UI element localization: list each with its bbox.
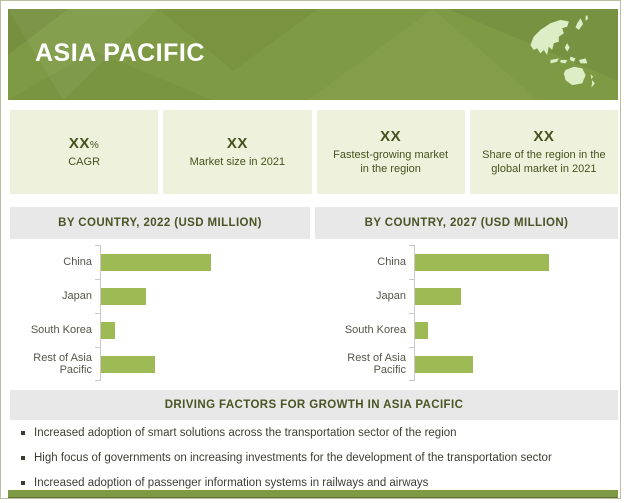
chart-title: BY COUNTRY, 2022 (USD MILLION)	[58, 217, 262, 229]
category-label: Japan	[376, 289, 406, 302]
stats-row: XX% CAGR XX Market size in 2021 XX Faste…	[10, 110, 618, 194]
category-label: South Korea	[344, 323, 406, 336]
stat-value: XX	[533, 127, 555, 145]
bullet-text: Increased adoption of smart solutions ac…	[34, 427, 457, 439]
y-axis-line	[414, 245, 415, 381]
bar-south-korea	[414, 321, 429, 339]
stat-box-fastest-growing: XX Fastest-growing market in the region	[316, 110, 465, 194]
stat-box-global-share: XX Share of the region in the global mar…	[469, 110, 618, 194]
bar-track	[100, 347, 310, 381]
chart-row: Japan	[10, 279, 310, 313]
bar-track	[100, 245, 310, 279]
chart-2027-plot: China Japan South Korea Rest of Asia Pac…	[315, 245, 618, 381]
bar-track	[414, 245, 618, 279]
y-axis-line	[100, 245, 101, 381]
driving-factors-list: Increased adoption of smart solutions ac…	[10, 427, 618, 503]
stat-box-cagr: XX% CAGR	[10, 110, 159, 194]
axis-tick	[95, 347, 100, 348]
chart-title: BY COUNTRY, 2027 (USD MILLION)	[364, 217, 569, 229]
chart-2022-header: BY COUNTRY, 2022 (USD MILLION)	[10, 207, 310, 239]
stat-label: Fastest-growing market in the region	[333, 148, 449, 175]
bottom-accent-bar	[8, 490, 618, 498]
category-label: Japan	[62, 289, 92, 302]
driving-factors-header: DRIVING FACTORS FOR GROWTH IN ASIA PACIF…	[10, 390, 618, 420]
chart-2022-plot: China Japan South Korea Rest of Asia Pac…	[10, 245, 310, 381]
bar-track	[414, 347, 618, 381]
bar-japan	[414, 287, 461, 305]
chart-2027-header: BY COUNTRY, 2027 (USD MILLION)	[315, 207, 618, 239]
bar-track	[100, 279, 310, 313]
axis-tick	[409, 380, 414, 381]
stat-value: XX	[380, 127, 402, 145]
chart-row: South Korea	[315, 313, 618, 347]
bar-rest-of-asia-pacific	[414, 355, 474, 373]
category-label: Rest of Asia Pacific	[33, 351, 92, 376]
driving-factors-title: DRIVING FACTORS FOR GROWTH IN ASIA PACIF…	[164, 399, 464, 411]
chart-row: China	[315, 245, 618, 279]
stat-label: Share of the region in the global market…	[482, 148, 606, 175]
stat-suffix: %	[89, 139, 100, 151]
list-item: High focus of governments on increasing …	[10, 452, 618, 465]
page-title: ASIA PACIFIC	[35, 39, 205, 67]
axis-tick	[409, 245, 414, 246]
bar-track	[414, 279, 618, 313]
category-label: China	[63, 255, 92, 268]
category-label: Rest of Asia Pacific	[347, 351, 406, 376]
chart-row: Japan	[315, 279, 618, 313]
axis-tick	[95, 380, 100, 381]
axis-tick	[409, 313, 414, 314]
stat-value: XX	[226, 134, 248, 152]
bar-south-korea	[100, 321, 115, 339]
category-label: South Korea	[30, 323, 92, 336]
axis-tick	[409, 279, 414, 280]
chart-row: China	[10, 245, 310, 279]
chart-row: Rest of Asia Pacific	[10, 347, 310, 381]
bullet-text: Increased adoption of passenger informat…	[34, 477, 429, 490]
bar-japan	[100, 287, 147, 305]
axis-tick	[95, 245, 100, 246]
bullet-square-icon	[21, 481, 25, 486]
chart-2027: BY COUNTRY, 2027 (USD MILLION) China Jap…	[315, 207, 618, 381]
stat-box-market-size: XX Market size in 2021	[163, 110, 312, 194]
axis-tick	[95, 279, 100, 280]
axis-tick	[409, 347, 414, 348]
bar-rest-of-asia-pacific	[100, 355, 155, 373]
asia-pacific-map-icon	[530, 14, 595, 88]
chart-row: Rest of Asia Pacific	[315, 347, 618, 381]
category-label: China	[377, 255, 406, 268]
stat-value: XX%	[68, 134, 100, 152]
bullet-square-icon	[21, 431, 25, 435]
chart-row: South Korea	[10, 313, 310, 347]
page-border	[0, 0, 621, 499]
axis-tick	[95, 313, 100, 314]
list-item: Increased adoption of smart solutions ac…	[10, 427, 618, 440]
list-item: Increased adoption of passenger informat…	[10, 477, 618, 490]
bar-track	[100, 313, 310, 347]
bullet-text: High focus of governments on increasing …	[34, 452, 552, 465]
bar-track	[414, 313, 618, 347]
bar-china	[100, 253, 212, 271]
bar-china	[414, 253, 549, 271]
bullet-square-icon	[21, 456, 25, 461]
stat-label: CAGR	[68, 155, 101, 168]
chart-2022: BY COUNTRY, 2022 (USD MILLION) China Jap…	[10, 207, 310, 381]
stat-label: Market size in 2021	[189, 155, 286, 168]
region-header: ASIA PACIFIC	[8, 9, 618, 100]
